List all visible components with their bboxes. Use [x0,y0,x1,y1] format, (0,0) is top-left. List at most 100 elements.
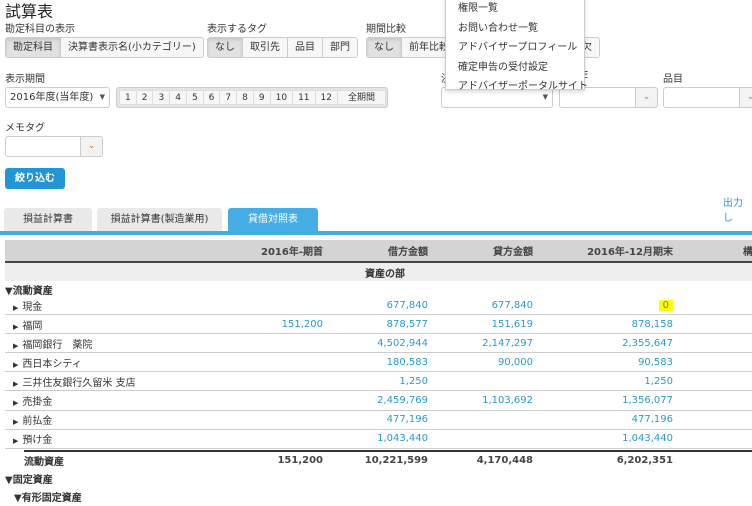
cell-credit: 4,170,448 [476,455,533,466]
expand-icon[interactable]: ▶ [13,303,19,312]
cell-closing[interactable]: 1,356,077 [622,395,673,406]
account-name[interactable]: ▶ 売掛金 [13,397,53,408]
expand-icon[interactable]: ▶ [13,379,19,388]
account-name[interactable]: ▶ 前払金 [13,416,53,428]
cell-credit[interactable]: 2,147,297 [482,337,533,349]
month-button[interactable]: 10 [269,90,294,105]
cell-credit[interactable]: 151,619 [491,318,533,330]
col-ratio: 構 [743,247,752,258]
table-row: ▶ 三井住友銀行久留米 支店 1,250 1,250 [5,372,752,392]
cell-debit[interactable]: 878,577 [386,318,428,330]
tag-option-none[interactable]: なし [208,38,242,57]
dept-input[interactable] [559,87,636,108]
cell-closing[interactable]: 0 [533,299,673,311]
expand-icon[interactable]: ▶ [13,341,19,350]
account-name[interactable]: ▶ 預け金 [13,435,53,447]
cell-debit[interactable]: 2,459,769 [377,395,428,406]
table-row: ▶ 前払金 477,196 477,196 [5,411,752,430]
expand-icon[interactable]: ▶ [13,399,19,407]
filter-button[interactable]: 絞り込む [5,168,65,189]
menu-item[interactable]: アドバイザープロフィール [458,42,578,53]
month-button[interactable]: 5 [185,90,204,105]
account-display-group: 勘定科目 決算書表示名(小カテゴリー) [5,37,204,58]
month-button[interactable]: 3 [152,90,171,105]
cell-debit[interactable]: 1,250 [399,375,428,387]
month-button[interactable]: 全期間 [336,90,386,105]
month-button[interactable]: 1 [119,90,137,105]
account-option-kamoku[interactable]: 勘定科目 [6,38,60,57]
chevron-down-icon[interactable]: ⌄ [81,136,103,157]
memo-tag-input[interactable] [5,136,81,157]
cell-closing[interactable]: 1,250 [644,375,673,387]
month-button[interactable]: 9 [252,90,271,105]
output-link[interactable]: 出力し [723,198,743,224]
month-button[interactable]: 8 [236,90,254,105]
month-button[interactable]: 11 [292,90,316,105]
compare-option-none[interactable]: なし [367,38,401,57]
cell-closing[interactable]: 477,196 [631,414,673,426]
tag-option-partner[interactable]: 取引先 [242,38,287,57]
cell-debit[interactable]: 1,043,440 [377,433,428,445]
highlighted-value: 0 [658,299,673,311]
display-period-label: 表示期間 [5,74,45,85]
year-select[interactable]: 2016年度(当年度) ▼ [5,87,110,108]
cell-credit[interactable]: 677,840 [491,299,533,311]
month-button[interactable]: 4 [169,90,187,105]
table-header: 2016年-期首 借方金額 貸方金額 2016年-12月期末 構 [5,240,752,263]
month-button[interactable]: 2 [135,90,154,105]
table-row: ▶ 西日本シティ 180,583 90,000 90,583 [5,353,752,373]
dept-label: E [582,70,589,81]
cell-credit[interactable]: 90,000 [498,356,533,368]
month-selector: 1 2 3 4 5 6 7 8 9 10 11 12 全期間 [116,87,388,108]
memo-tag-label: メモタグ [5,123,45,134]
group-tangible-fixed-assets[interactable]: ▼有形固定資産 [14,493,82,504]
group-fixed-assets[interactable]: ▼固定資産 [5,475,53,486]
cell-closing[interactable]: 1,043,440 [622,433,673,445]
cell-opening: 151,200 [277,455,323,466]
account-option-category[interactable]: 決算書表示名(小カテゴリー) [60,38,203,57]
tag-option-dept[interactable]: 部門 [322,38,357,57]
col-debit: 借方金額 [388,247,428,258]
table-row: ▶ 現金 677,840 677,840 0 [5,296,752,315]
cell-credit[interactable]: 1,103,692 [482,395,533,406]
tab-balance-sheet[interactable]: 貸借対照表 [228,208,318,231]
expand-icon[interactable]: ▶ [13,437,19,446]
tab-profit-loss-manufacturing[interactable]: 損益計算書(製造業用) [97,208,222,231]
cell-closing[interactable]: 2,355,647 [622,337,673,349]
page-title: 試算表 [5,2,54,21]
account-name[interactable]: ▶ 現金 [13,301,43,313]
col-closing: 2016年-12月期末 [587,247,673,258]
menu-item[interactable]: アドバイザーポータルサイト [458,81,588,92]
period-compare-label: 期間比較 [366,24,406,35]
section-header: 資産の部 [5,263,752,281]
cell-closing[interactable]: 90,583 [638,356,673,368]
account-name[interactable]: ▶ 三井住友銀行久留米 支店 [13,377,136,389]
menu-item[interactable]: 確定申告の受付設定 [458,61,548,73]
menu-item[interactable]: お問い合わせ一覧 [458,22,538,34]
cell-debit[interactable]: 677,840 [386,299,428,311]
cell-opening[interactable]: 151,200 [281,318,323,330]
cell-debit[interactable]: 477,196 [386,414,428,426]
account-name[interactable]: ▶ 西日本シティ [13,358,82,370]
menu-item[interactable]: 権限一覧 [458,3,498,14]
tag-option-item[interactable]: 品目 [287,38,322,57]
cell-debit[interactable]: 4,502,944 [377,337,428,349]
year-select-value: 2016年度(当年度) [10,92,94,103]
month-button[interactable]: 7 [219,90,238,105]
month-button[interactable]: 6 [202,90,221,105]
month-button[interactable]: 12 [314,90,338,105]
table-row: ▶ 売掛金 2,459,769 1,103,692 1,356,077 [5,392,752,411]
account-name[interactable]: ▶ 福岡 [13,320,43,332]
tab-profit-loss[interactable]: 損益計算書 [4,208,92,231]
chevron-down-icon[interactable]: ⌄ [740,87,752,108]
expand-icon[interactable]: ▶ [13,360,19,369]
cell-debit[interactable]: 180,583 [386,356,428,368]
group-current-assets[interactable]: ▼流動資産 [5,286,53,297]
chevron-down-icon[interactable]: ⌄ [636,87,658,108]
expand-icon[interactable]: ▶ [13,322,19,331]
item-input[interactable] [663,87,740,108]
expand-icon[interactable]: ▶ [13,418,19,427]
cell-closing[interactable]: 878,158 [631,318,673,330]
cell-closing: 6,202,351 [616,455,673,466]
account-name[interactable]: ▶ 福岡銀行 薬院 [13,339,93,351]
